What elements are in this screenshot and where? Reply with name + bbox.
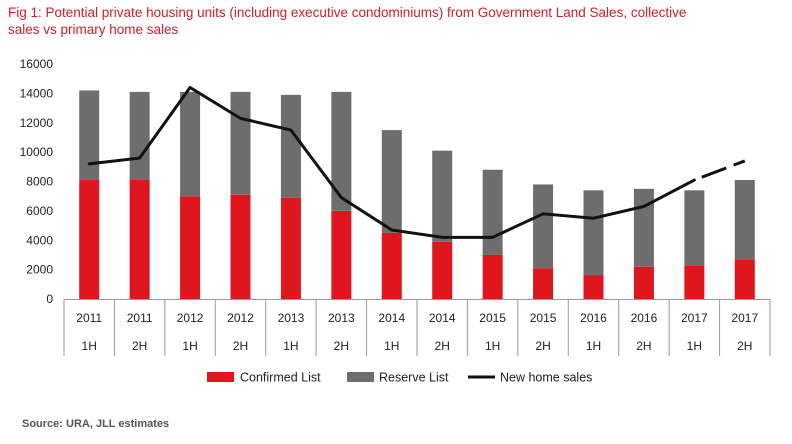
legend-swatch-reserve [347,372,374,382]
x-tick-half: 2H [636,339,651,353]
reserve-list-bar [583,190,604,276]
confirmed-list-bar [230,194,251,299]
x-tick-year: 2011 [127,311,153,325]
x-tick-half: 1H [384,339,399,353]
y-tick-label: 10000 [20,145,54,159]
chart-title: Fig 1: Potential private housing units (… [8,5,687,37]
confirmed-list-bar [533,268,554,299]
legend-label-confirmed: Confirmed List [240,371,321,385]
legend-label-reserve: Reserve List [379,371,449,385]
x-tick-year: 2015 [530,311,557,325]
x-axis: 2011 1H 2011 2H 2012 1H 2012 2H 2013 1H 2013 2H 2014… [63,299,771,356]
reserve-list-bar [129,91,150,181]
x-tick-half: 2H [132,339,147,353]
x-tick-half: 2H [334,339,349,353]
x-tick-half: 1H [82,339,97,353]
confirmed-list-bar [331,210,352,299]
reserve-list-bar [230,91,251,195]
reserve-list-bar [381,130,402,233]
y-tick-label: 6000 [26,204,53,218]
bars-group [79,90,755,299]
x-tick-year: 2014 [429,311,456,325]
x-tick-half: 1H [283,339,298,353]
y-tick-label: 14000 [20,86,54,100]
source-note: Source: URA, JLL estimates [22,418,170,430]
x-tick-year: 2017 [681,311,708,325]
x-tick-half: 1H [182,339,197,353]
y-tick-label: 0 [46,292,53,306]
confirmed-list-bar [79,180,100,299]
confirmed-list-bar [432,241,453,299]
confirmed-list-bar [129,180,150,299]
confirmed-list-bar [633,266,654,299]
confirmed-list-bar [280,197,301,299]
y-tick-label: 12000 [20,116,54,130]
x-tick-year: 2017 [731,311,758,325]
legend-swatch-confirmed [207,372,234,382]
legend-label-new-home-sales: New home sales [500,371,592,385]
reserve-list-bar [684,190,705,266]
reserve-list-bar [331,91,352,211]
confirmed-list-bar [583,275,604,299]
x-tick-year: 2012 [227,311,254,325]
y-tick-label: 8000 [26,175,53,189]
x-tick-year: 2016 [580,311,607,325]
confirmed-list-bar [482,254,503,299]
new-home-sales-line-group [87,86,746,239]
x-tick-half: 1H [687,339,702,353]
x-tick-year: 2015 [479,311,506,325]
confirmed-list-bar [381,232,402,299]
reserve-list-bar [180,91,201,197]
reserve-list-bar [280,94,301,198]
legend: Confirmed List Reserve List New home sales [207,371,592,385]
x-tick-year: 2013 [278,311,305,325]
y-tick-label: 16000 [20,57,54,71]
reserve-list-bar [633,188,654,267]
reserve-list-bar [734,180,755,260]
reserve-list-bar [533,184,554,269]
x-tick-half: 2H [535,339,550,353]
confirmed-list-bar [734,259,755,299]
x-tick-year: 2016 [631,311,658,325]
x-tick-half: 2H [737,339,752,353]
confirmed-list-bar [684,265,705,299]
reserve-list-bar [432,150,453,242]
x-tick-year: 2013 [328,311,355,325]
y-tick-label: 4000 [26,233,53,247]
x-tick-year: 2014 [378,311,405,325]
y-axis: 0 2000 4000 6000 8000 10000 12000 14000 16000 [20,57,54,306]
new-home-sales-line [87,86,696,239]
new-home-sales-forecast-line [693,159,746,182]
y-tick-label: 2000 [26,263,53,277]
reserve-list-bar [482,169,503,255]
x-tick-half: 1H [586,339,601,353]
x-tick-half: 1H [485,339,500,353]
x-tick-year: 2012 [177,311,204,325]
x-tick-year: 2011 [76,311,102,325]
reserve-list-bar [79,90,100,181]
confirmed-list-bar [180,196,201,299]
x-tick-half: 2H [435,339,450,353]
x-tick-half: 2H [233,339,248,353]
